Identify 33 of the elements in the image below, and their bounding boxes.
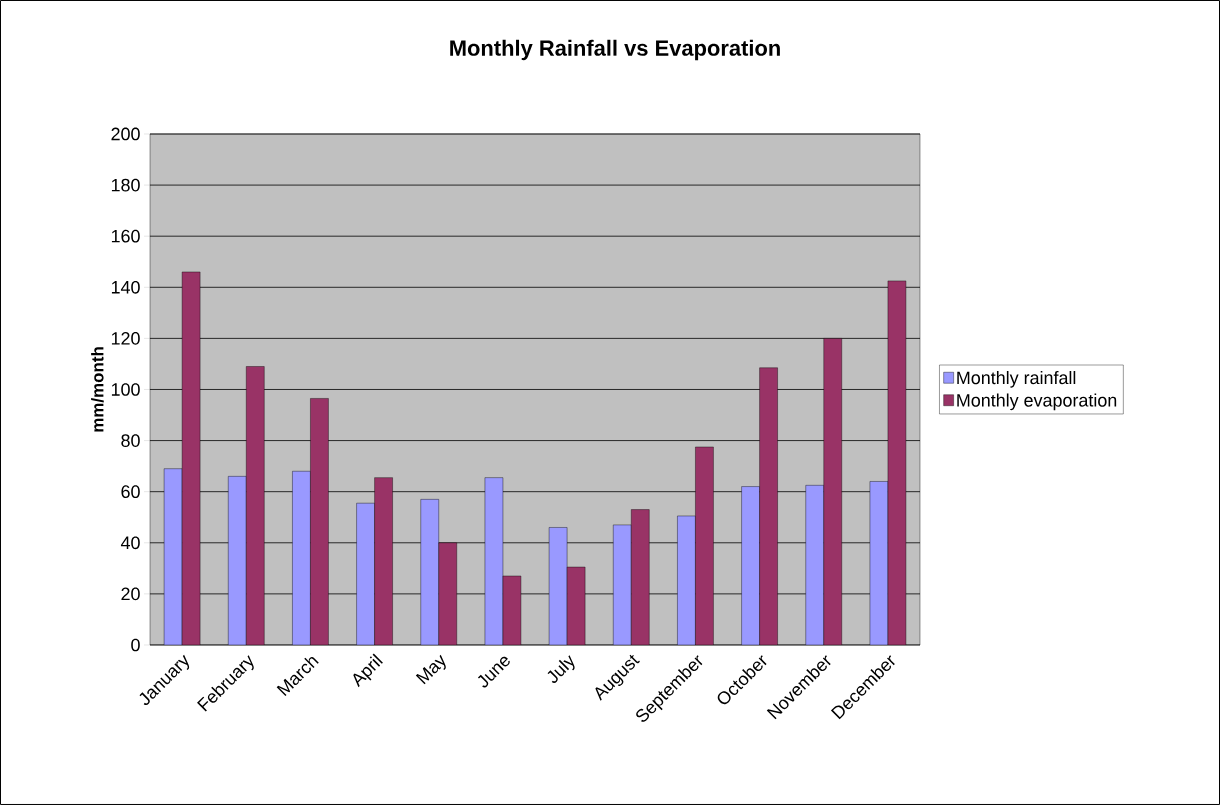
y-tick-label: 160: [111, 229, 140, 243]
y-tick-label: 40: [120, 536, 140, 550]
bar: [805, 485, 824, 645]
y-tick-label: 0: [131, 638, 140, 652]
y-tick-label: 80: [121, 434, 140, 447]
bar: [823, 338, 842, 645]
bar: [741, 486, 760, 645]
bar: [356, 503, 375, 645]
bar: [228, 476, 247, 645]
bar: [246, 366, 265, 645]
legend-label: Monthly evaporation: [957, 393, 1117, 411]
y-tick-label: 120: [111, 332, 140, 345]
x-tick-label: July: [547, 655, 575, 683]
bar: [420, 499, 439, 645]
bar: [310, 398, 329, 645]
y-tick-label: 200: [111, 127, 140, 141]
x-tick-label: May: [415, 654, 446, 685]
chart-title: Monthly Rainfall vs Evaporation: [450, 39, 780, 61]
bar: [759, 367, 778, 645]
bar: [695, 446, 714, 645]
bar: [631, 509, 650, 645]
bar: [613, 524, 632, 645]
bar: [374, 477, 393, 645]
y-tick-label: 140: [111, 280, 140, 294]
y-axis-title: mm/month: [91, 347, 104, 432]
legend-label: Monthly rainfall: [957, 371, 1076, 388]
y-tick-label: 20: [121, 587, 140, 601]
bar: [677, 515, 696, 645]
y-tick-label: 60: [121, 485, 140, 499]
y-tick-label: 100: [111, 383, 140, 396]
y-tick-label: 180: [111, 178, 140, 192]
bar: [292, 471, 311, 645]
bar: [438, 542, 457, 645]
